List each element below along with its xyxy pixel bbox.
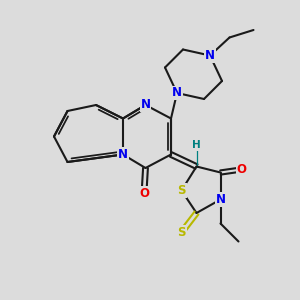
Text: N: N	[118, 148, 128, 161]
Text: H: H	[192, 140, 201, 151]
Text: S: S	[177, 184, 186, 197]
Text: O: O	[236, 163, 247, 176]
Text: N: N	[140, 98, 151, 112]
Text: O: O	[139, 187, 149, 200]
Text: N: N	[172, 86, 182, 100]
Text: S: S	[177, 226, 186, 239]
Text: N: N	[205, 49, 215, 62]
Text: N: N	[215, 193, 226, 206]
